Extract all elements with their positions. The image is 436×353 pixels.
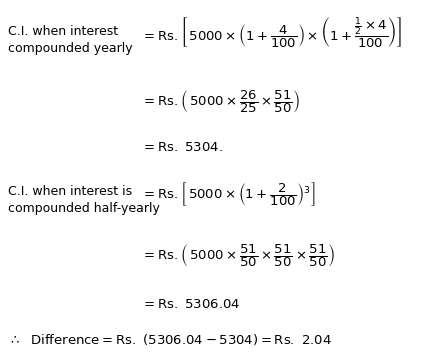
Text: C.I. when interest
compounded yearly: C.I. when interest compounded yearly bbox=[8, 25, 133, 55]
Text: $= \mathrm{Rs.}\left[\, 5000 \times \left(1 + \dfrac{4}{100}\right) \times \left: $= \mathrm{Rs.}\left[\, 5000 \times \lef… bbox=[141, 16, 402, 51]
Text: $= \mathrm{Rs.}\ 5304.$: $= \mathrm{Rs.}\ 5304.$ bbox=[141, 141, 223, 154]
Text: C.I. when interest is
compounded half-yearly: C.I. when interest is compounded half-ye… bbox=[8, 185, 160, 215]
Text: $= \mathrm{Rs.}\left[\, 5000 \times \left(1 + \dfrac{2}{100}\right)^{3}\right]$: $= \mathrm{Rs.}\left[\, 5000 \times \lef… bbox=[141, 180, 315, 208]
Text: $= \mathrm{Rs.}\left(\, 5000 \times \dfrac{26}{25} \times \dfrac{51}{50}\right)$: $= \mathrm{Rs.}\left(\, 5000 \times \dfr… bbox=[141, 88, 300, 115]
Text: $\therefore\ \ \mathrm{Difference} = \mathrm{Rs.}\ (5306.04 - 5304) = \mathrm{Rs: $\therefore\ \ \mathrm{Difference} = \ma… bbox=[8, 332, 332, 347]
Text: $= \mathrm{Rs.}\left(\, 5000 \times \dfrac{51}{50} \times \dfrac{51}{50} \times : $= \mathrm{Rs.}\left(\, 5000 \times \dfr… bbox=[141, 242, 334, 269]
Text: $= \mathrm{Rs.}\ 5306.04$: $= \mathrm{Rs.}\ 5306.04$ bbox=[141, 298, 240, 311]
